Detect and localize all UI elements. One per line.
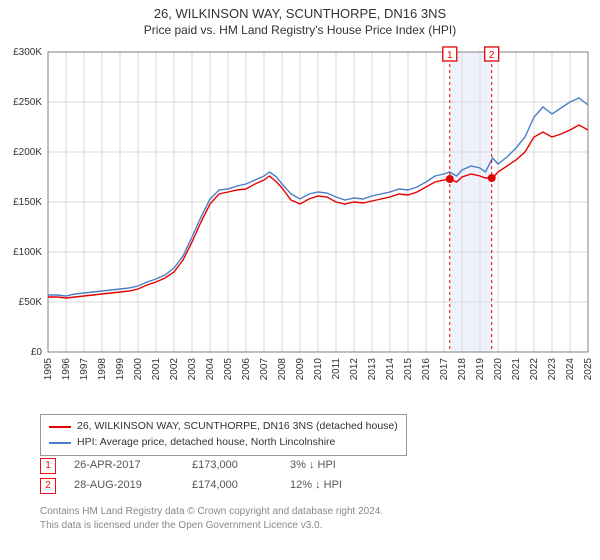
x-tick-label: 1999 [115,358,126,381]
sale-marker-label: 2 [489,50,495,61]
x-tick-label: 2011 [331,358,342,380]
x-tick-label: 2000 [133,358,144,381]
x-tick-label: 2006 [241,358,252,381]
y-tick-label: £200K [13,147,42,158]
x-tick-label: 2014 [385,358,396,381]
sales-table: 1 26-APR-2017 £173,000 3% ↓ HPI 2 28-AUG-2019… [40,456,342,496]
y-tick-label: £0 [31,347,43,358]
legend-item: HPI: Average price, detached house, Nort… [49,435,398,451]
legend-label: HPI: Average price, detached house, Nort… [77,435,335,451]
x-tick-label: 2025 [583,358,594,381]
y-tick-label: £150K [13,197,42,208]
x-tick-label: 2010 [313,358,324,381]
sale-hpi-delta: 3% ↓ HPI [290,456,336,476]
sale-row: 1 26-APR-2017 £173,000 3% ↓ HPI [40,456,342,476]
x-tick-label: 2023 [547,358,558,381]
y-tick-label: £50K [19,297,43,308]
x-tick-label: 2019 [475,358,486,381]
x-tick-label: 2001 [151,358,162,381]
sale-date: 28-AUG-2019 [74,476,174,496]
title-main: 26, WILKINSON WAY, SCUNTHORPE, DN16 3NS [0,6,600,21]
sale-date: 26-APR-2017 [74,456,174,476]
sale-marker-label: 1 [447,50,453,61]
x-tick-label: 2022 [529,358,540,381]
x-tick-label: 2003 [187,358,198,381]
sale-price: £173,000 [192,456,272,476]
y-tick-label: £100K [13,247,42,258]
sale-hpi-delta: 12% ↓ HPI [290,476,342,496]
price-chart: £0 £50K £100K £150K £200K £250K £300K 1995 1996 1… [0,42,600,412]
sale-marker-box: 2 [40,478,56,494]
x-tick-label: 2009 [295,358,306,381]
legend-item: 26, WILKINSON WAY, SCUNTHORPE, DN16 3NS … [49,419,398,435]
x-tick-label: 2017 [439,358,450,381]
y-tick-label: £300K [13,47,42,58]
x-tick-label: 1996 [61,358,72,381]
x-tick-label: 2015 [403,358,414,381]
x-tick-label: 2018 [457,358,468,381]
title-sub: Price paid vs. HM Land Registry's House … [0,23,600,37]
x-tick-label: 2020 [493,358,504,381]
legend-label: 26, WILKINSON WAY, SCUNTHORPE, DN16 3NS … [77,419,398,435]
x-tick-label: 2004 [205,358,216,381]
sale-price: £174,000 [192,476,272,496]
x-tick-label: 1997 [79,358,90,381]
x-tick-label: 2002 [169,358,180,381]
x-tick-label: 2021 [511,358,522,381]
footnote-line-2: This data is licensed under the Open Gov… [40,519,383,533]
x-tick-label: 2007 [259,358,270,381]
x-tick-label: 2016 [421,358,432,381]
x-tick-label: 2013 [367,358,378,381]
y-tick-label: £250K [13,97,42,108]
legend-swatch [49,426,71,428]
sale-row: 2 28-AUG-2019 £174,000 12% ↓ HPI [40,476,342,496]
footnote: Contains HM Land Registry data © Crown c… [40,505,383,533]
x-tick-label: 2012 [349,358,360,381]
legend-swatch [49,442,71,444]
titles-block: 26, WILKINSON WAY, SCUNTHORPE, DN16 3NS … [0,0,600,37]
x-tick-label: 2024 [565,358,576,381]
footnote-line-1: Contains HM Land Registry data © Crown c… [40,505,383,519]
sale-marker-box: 1 [40,458,56,474]
figure-root: 26, WILKINSON WAY, SCUNTHORPE, DN16 3NS … [0,0,600,560]
x-tick-label: 1998 [97,358,108,381]
x-tick-label: 1995 [43,358,54,381]
legend: 26, WILKINSON WAY, SCUNTHORPE, DN16 3NS … [40,414,407,456]
x-tick-label: 2008 [277,358,288,381]
x-tick-label: 2005 [223,358,234,381]
